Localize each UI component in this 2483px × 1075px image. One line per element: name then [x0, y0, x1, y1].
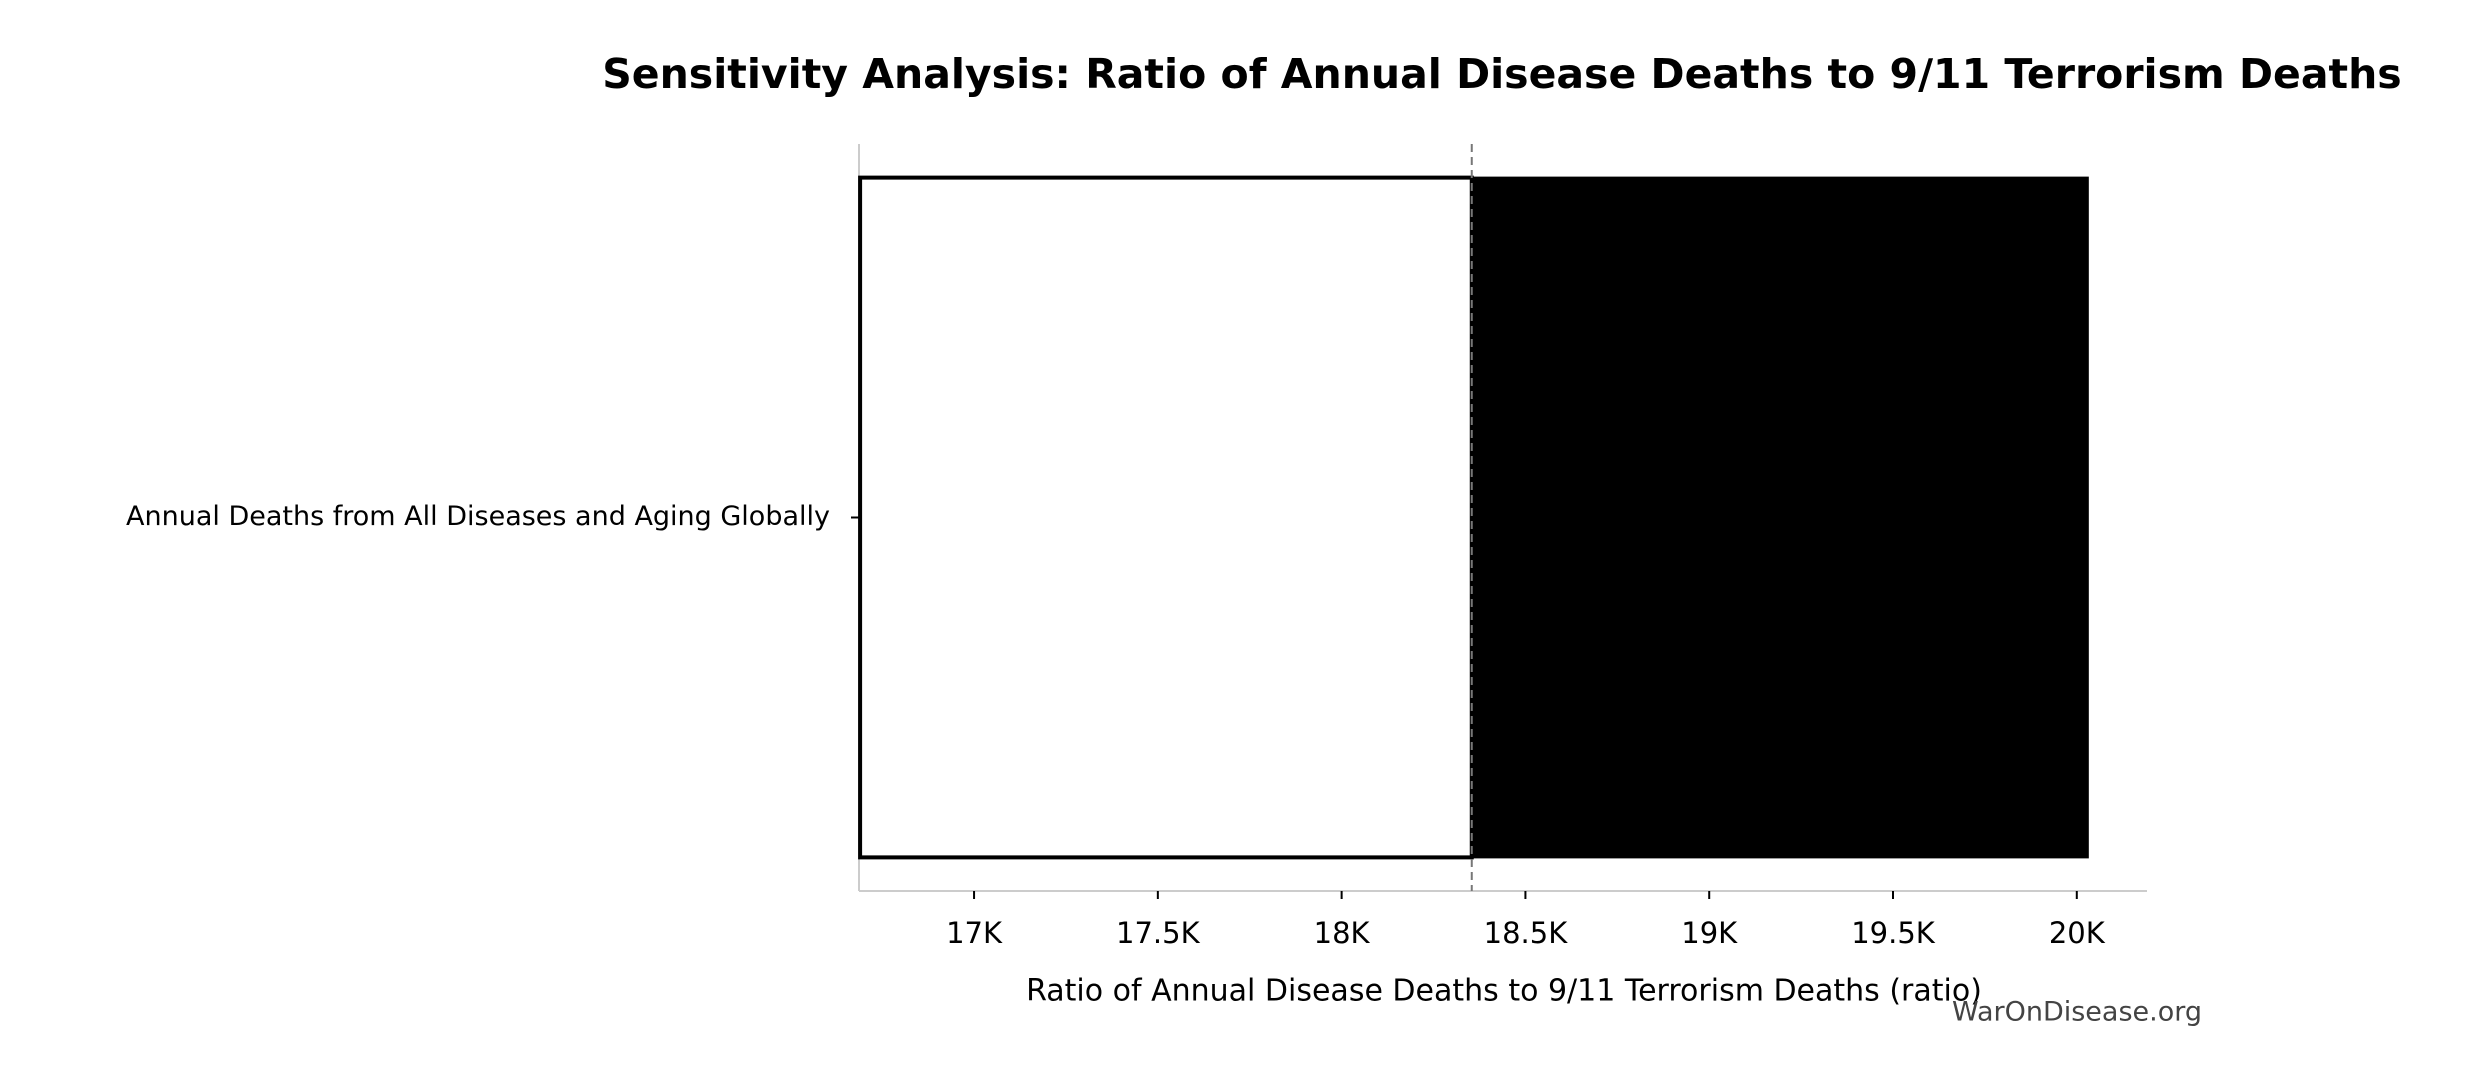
x-tick-label: 19.5K [1851, 916, 1936, 950]
x-axis-label: Ratio of Annual Disease Deaths to 9/11 T… [1026, 974, 1982, 1009]
x-tick-label: 18.5K [1484, 916, 1569, 950]
x-tick-label: 20K [2049, 916, 2106, 950]
watermark: WarOnDisease.org [1952, 997, 2202, 1028]
x-tick-label: 17K [946, 916, 1003, 950]
x-tick-label: 19K [1681, 916, 1738, 950]
x-tick-label: 17.5K [1116, 916, 1201, 950]
chart-title: Sensitivity Analysis: Ratio of Annual Di… [602, 50, 2401, 98]
x-tick-label: 18K [1314, 916, 1371, 950]
y-tick-label: Annual Deaths from All Diseases and Agin… [126, 501, 830, 532]
high-bar [1470, 176, 2089, 859]
low-bar [858, 175, 1474, 860]
